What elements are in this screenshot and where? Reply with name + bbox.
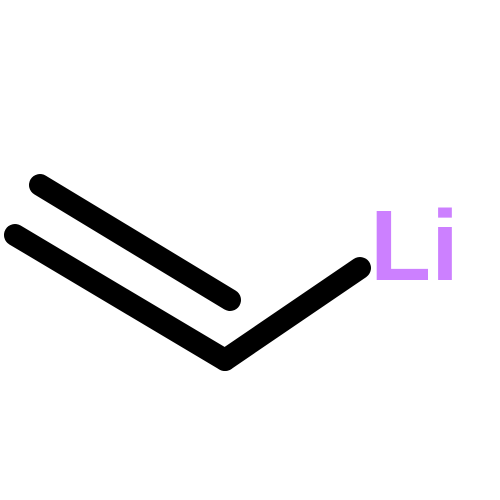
molecule-diagram: Li <box>0 0 500 500</box>
atom-label-li: Li <box>370 190 459 302</box>
bond-line <box>40 185 230 300</box>
bond-line <box>225 268 360 360</box>
bond-line <box>15 235 225 360</box>
